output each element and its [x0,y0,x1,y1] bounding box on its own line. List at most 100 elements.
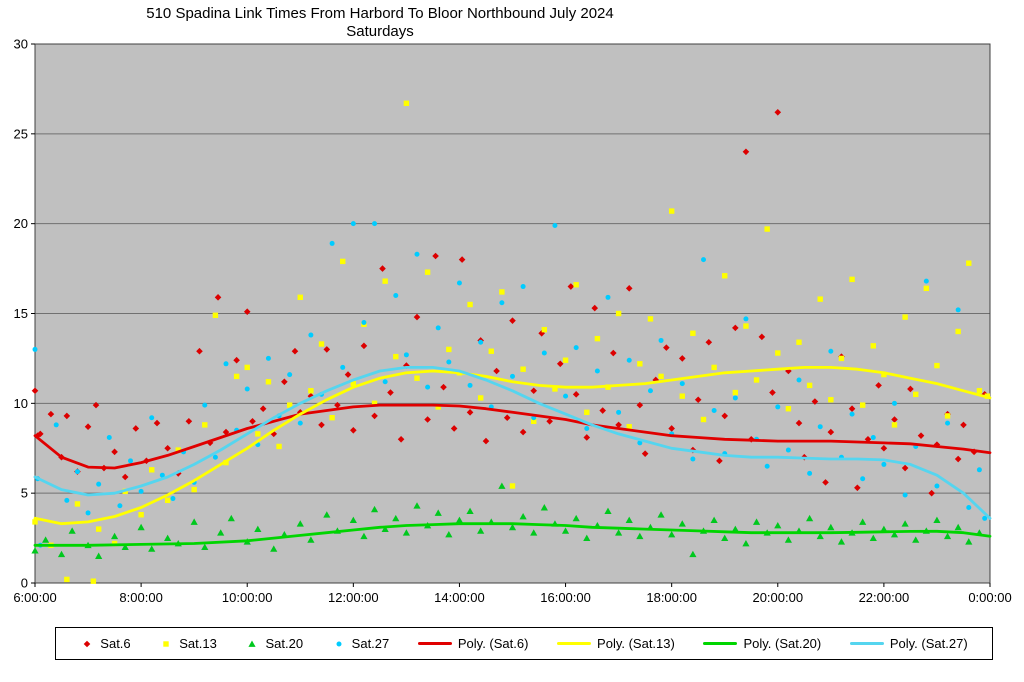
diamond-marker [281,378,288,386]
diamond-marker [37,430,44,438]
triangle-marker [455,516,464,524]
square-marker [509,483,516,489]
trendline-Poly. (Sat.27) [33,365,992,520]
diamond-marker [721,412,729,420]
circle-marker [393,293,399,299]
diamond-marker [344,371,352,378]
square-marker [615,310,622,317]
diamond-marker [663,344,670,351]
x-tick-label: 18:00:00 [646,590,697,605]
diamond-marker [732,324,739,332]
diamond-marker [641,450,649,457]
diamond-marker [31,387,39,395]
triangle-marker [912,536,920,543]
triangle-marker [381,525,389,532]
diamond-marker [954,455,962,463]
circle-marker [541,350,547,356]
diamond-marker [424,416,431,423]
diamond-marker [111,448,118,456]
diamond-marker [379,265,386,272]
circle-marker [563,393,569,399]
chart-title-block: 510 Spadina Link Times From Harbord To B… [60,5,700,41]
square-marker [520,366,526,372]
diamond-marker [960,421,967,429]
diamond-marker [880,444,888,452]
triangle-marker [827,523,835,531]
y-tick-label: 20 [14,216,28,231]
diamond-marker [509,317,516,324]
circle-marker [32,346,38,352]
square-marker [414,375,420,381]
triangle-marker [445,530,453,538]
square-marker [149,467,155,473]
triangle-marker [466,507,474,515]
square-marker [753,377,760,383]
triangle-marker [323,511,331,518]
triangle-marker [604,507,612,515]
triangle-marker [370,505,379,513]
x-tick-label: 22:00:00 [859,590,910,605]
triangle-marker [806,514,814,522]
triangle-marker [625,516,633,524]
triangle-marker [636,532,644,540]
triangle-marker [95,552,103,559]
triangle-marker [137,523,145,531]
triangle-marker [890,530,899,538]
trendline-legend-icon [849,641,884,646]
diamond-marker [482,437,490,445]
y-tick-label: 10 [14,396,28,411]
diamond-marker [774,108,782,116]
circle-marker [860,476,866,482]
circle-marker [117,503,123,509]
diamond-marker [249,418,256,425]
diamond-marker [625,285,633,292]
circle-marker [149,415,155,421]
square-marker [626,423,632,430]
diamond-legend-icon [83,640,91,647]
circle-marker [616,409,622,415]
triangle-marker [519,513,527,520]
square-marker [584,409,590,416]
square-legend-icon [163,640,169,647]
triangle-marker [121,543,129,550]
triangle-marker [402,529,410,536]
x-tick-label: 6:00:00 [13,590,56,605]
diamond-marker [822,479,829,486]
triangle-legend-icon [248,640,257,647]
diamond-marker [503,414,511,422]
square-marker [318,341,325,347]
circle-marker [435,325,441,331]
diamond-marker [291,347,299,355]
triangle-marker [392,514,400,522]
square-marker [700,416,707,423]
square-marker [679,393,685,399]
circle-marker [478,339,484,345]
triangle-marker [498,482,506,489]
y-tick-label: 0 [21,576,28,591]
triangle-marker [943,532,952,540]
diamond-marker [493,367,500,375]
triangle-marker [296,520,304,527]
diamond-marker [705,338,713,346]
circle-marker [308,332,314,338]
square-marker [191,486,197,493]
diamond-marker [928,489,935,497]
circle-marker [336,641,342,646]
triangle-marker [148,545,156,552]
diamond-marker [387,389,394,396]
x-tick-label: 8:00:00 [119,590,162,605]
square-marker [913,391,919,398]
circle-marker [53,422,59,428]
circle-marker [711,408,717,414]
triangle-marker [561,527,570,534]
square-marker [647,316,654,322]
legend-label: Sat.6 [100,636,131,651]
triangle-marker [508,523,517,531]
legend-item-Poly. (Sat.6): Poly. (Sat.6) [417,636,528,651]
diamond-marker [556,360,564,368]
circle-marker [796,377,802,383]
legend-label: Sat.27 [351,636,390,651]
x-tick-label: 10:00:00 [222,590,273,605]
y-tick-label: 15 [14,306,28,321]
square-marker [881,371,887,378]
